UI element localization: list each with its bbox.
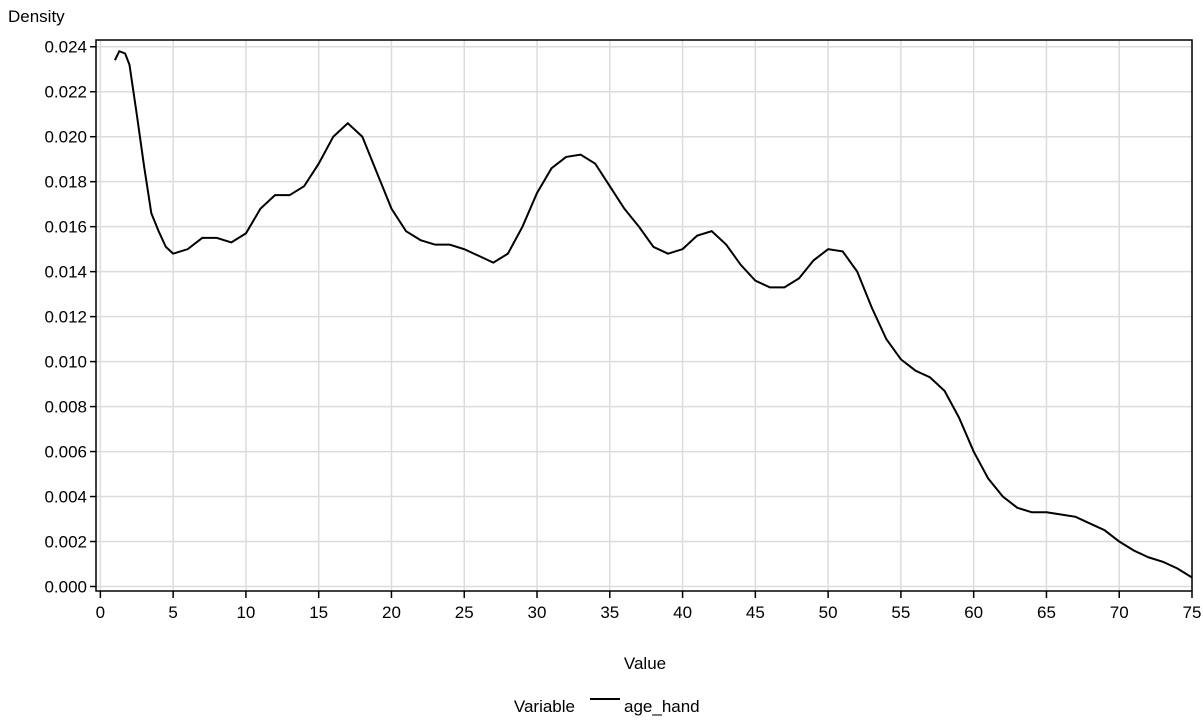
- x-tick-label: 75: [1183, 603, 1202, 622]
- x-axis-title: Value: [624, 654, 666, 673]
- x-tick-label: 0: [96, 603, 105, 622]
- y-tick-label: 0.022: [44, 83, 87, 102]
- x-tick-label: 45: [746, 603, 765, 622]
- x-tick-label: 55: [891, 603, 910, 622]
- x-tick-label: 30: [528, 603, 547, 622]
- x-tick-label: 35: [600, 603, 619, 622]
- x-tick-label: 5: [168, 603, 177, 622]
- legend-label: age_hand: [624, 697, 700, 716]
- y-tick-label: 0.016: [44, 218, 87, 237]
- x-tick-label: 70: [1110, 603, 1129, 622]
- y-tick-label: 0.024: [44, 38, 87, 57]
- y-tick-label: 0.008: [44, 398, 87, 417]
- x-tick-label: 40: [673, 603, 692, 622]
- y-tick-label: 0.006: [44, 443, 87, 462]
- x-tick-label: 60: [964, 603, 983, 622]
- y-tick-label: 0.004: [44, 488, 87, 507]
- density-line: [114, 49, 1193, 579]
- x-tick-label: 25: [455, 603, 474, 622]
- y-tick-label: 0.012: [44, 308, 87, 327]
- y-tick-label: 0.010: [44, 353, 87, 372]
- y-tick-label: 0.020: [44, 128, 87, 147]
- x-tick-label: 50: [819, 603, 838, 622]
- x-tick-label: 65: [1037, 603, 1056, 622]
- y-tick-label: 0.002: [44, 533, 87, 552]
- x-tick-label: 10: [236, 603, 255, 622]
- y-tick-label: 0.018: [44, 173, 87, 192]
- y-axis-title: Density: [8, 7, 65, 26]
- x-tick-label: 15: [309, 603, 328, 622]
- x-tick-label: 20: [382, 603, 401, 622]
- y-tick-label: 0.000: [44, 578, 87, 597]
- plot-frame: [95, 39, 1193, 592]
- legend-title: Variable: [514, 697, 575, 716]
- y-tick-label: 0.014: [44, 263, 87, 282]
